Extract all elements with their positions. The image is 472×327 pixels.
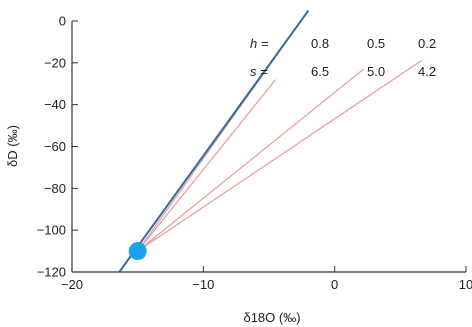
x-axis-label: δ18O (‰): [243, 310, 300, 325]
y-tick-label: −40: [44, 97, 66, 112]
y-tick-label: −120: [37, 265, 66, 280]
s-value-1: 6.5: [311, 64, 329, 79]
origin-point: [128, 242, 147, 261]
s-label: s =: [250, 64, 268, 79]
meteoric-water-line: [118, 9, 310, 273]
y-tick-label: −80: [44, 181, 66, 196]
h-label: h =: [250, 36, 269, 51]
axes: −20 −10 0 100−20−40−60−80−100−120: [37, 14, 472, 293]
h-value-2: 0.5: [367, 36, 385, 51]
x-tick-label: 10: [459, 277, 472, 292]
y-tick-label: −100: [37, 223, 66, 238]
annotations: h = s = 0.8 0.5 0.2 6.5 5.0 4.2: [250, 36, 436, 79]
s-value-3: 4.2: [418, 64, 436, 79]
h-value-3: 0.2: [418, 36, 436, 51]
evaporation-line-2: [137, 79, 277, 252]
y-tick-label: −60: [44, 139, 66, 154]
y-tick-label: 0: [59, 14, 66, 29]
evaporation-line-3: [137, 68, 365, 252]
plot-points: [128, 242, 147, 261]
y-axis-label: δD (‰): [5, 125, 20, 167]
y-tick-label: −20: [44, 55, 66, 70]
x-tick-label: −10: [192, 277, 214, 292]
plot-lines: [118, 9, 422, 273]
x-tick-label: −20: [61, 277, 83, 292]
s-value-2: 5.0: [367, 64, 385, 79]
h-value-1: 0.8: [311, 36, 329, 51]
x-tick-label: 0: [331, 277, 338, 292]
evaporation-line-4: [137, 60, 422, 252]
